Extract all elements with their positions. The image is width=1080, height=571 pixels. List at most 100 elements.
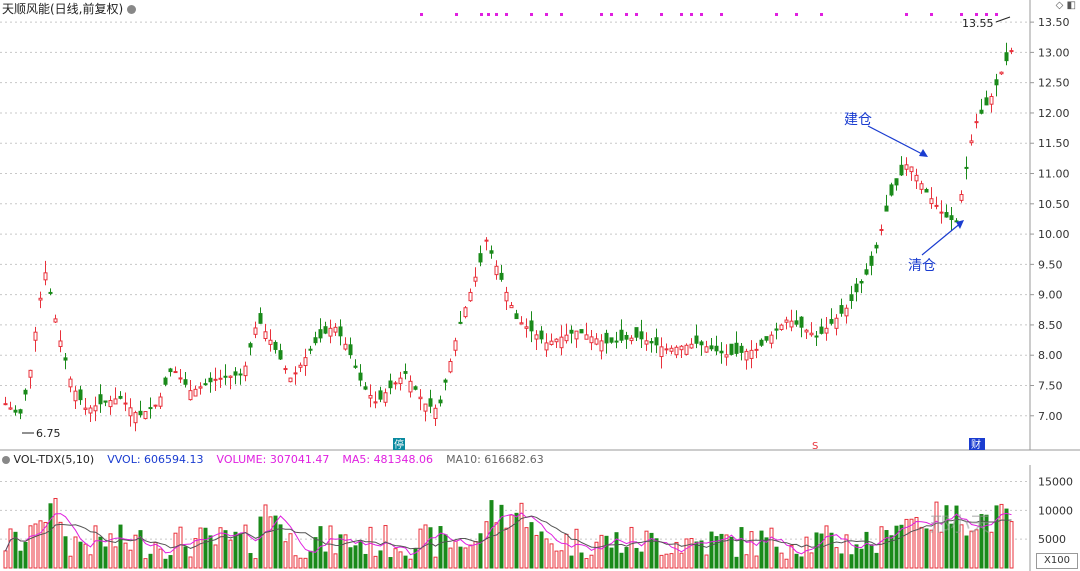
volume-bar	[203, 527, 208, 569]
volume-bar	[33, 523, 38, 569]
volume-bar	[794, 553, 799, 569]
price-tick-label: 11.50	[1038, 137, 1070, 150]
candle-body	[954, 220, 959, 223]
candle-body	[73, 390, 78, 402]
volume-bar	[193, 538, 198, 569]
price-tick-label: 7.00	[1038, 410, 1063, 423]
candle-body	[789, 320, 794, 328]
volume-bar	[303, 557, 308, 569]
volume-bar	[614, 532, 619, 569]
candle-body	[148, 407, 153, 410]
volume-bar	[909, 518, 914, 569]
volume-bar	[944, 505, 949, 569]
volume-bar	[899, 524, 904, 569]
candle-body	[318, 329, 323, 339]
volume-bar	[363, 553, 368, 569]
signal-marker	[635, 13, 638, 16]
candle-body	[784, 319, 789, 323]
ma5-value: 481348.06	[373, 453, 434, 466]
candle-body	[468, 291, 473, 302]
price-tick-label: 10.50	[1038, 198, 1070, 211]
candle-body	[704, 346, 709, 353]
sell-annotation-arrow	[921, 221, 963, 256]
candle-body	[103, 400, 108, 403]
volume-bar	[343, 534, 348, 569]
high-price-label: 13.55	[962, 17, 994, 30]
candle-body	[679, 345, 684, 351]
volume-bar	[974, 529, 979, 569]
candle-body	[1009, 50, 1014, 53]
candle-body	[248, 343, 253, 348]
signal-marker	[560, 13, 563, 16]
volume-bar	[719, 533, 724, 569]
candle-body	[333, 326, 338, 333]
candle-body	[198, 386, 203, 389]
volume-bar	[589, 554, 594, 569]
candle-body	[113, 398, 118, 405]
candle-body	[263, 331, 268, 339]
candle-body	[934, 204, 939, 207]
volume-bar	[413, 548, 418, 569]
volume-bar	[3, 550, 8, 569]
candle-body	[914, 174, 919, 182]
vol-collapse-dot-icon[interactable]	[2, 456, 10, 464]
candle-body	[98, 394, 103, 405]
candle-body	[203, 383, 208, 386]
candle-body	[499, 272, 504, 280]
volume-bar	[278, 524, 283, 569]
candle-body	[484, 239, 489, 242]
candle-body	[358, 372, 363, 381]
signal-marker	[625, 13, 628, 16]
signal-marker	[985, 13, 988, 16]
candle-body	[458, 321, 463, 324]
volume-bar	[173, 532, 178, 569]
candle-body	[243, 365, 248, 377]
signal-marker	[905, 13, 908, 16]
candle-body	[323, 326, 328, 334]
volume-bar	[468, 544, 473, 569]
volume-bar	[13, 531, 18, 569]
candle-body	[799, 316, 804, 328]
candle-body	[769, 334, 774, 344]
diamond-icon[interactable]: ◇	[1055, 0, 1064, 11]
candle-body	[969, 140, 974, 144]
candle-body	[929, 198, 934, 205]
volume-bar	[584, 558, 589, 569]
volume-bar	[233, 531, 238, 569]
volume-bar	[453, 540, 458, 569]
volume-bar	[574, 528, 579, 569]
candle-body	[158, 396, 163, 407]
volume-value: 307041.47	[269, 453, 330, 466]
top-right-controls: ◇ ◧	[1056, 0, 1076, 11]
candle-body	[619, 329, 624, 341]
candle-body	[814, 335, 819, 338]
volume-scale-label[interactable]: X100	[1036, 553, 1078, 569]
volume-bar	[358, 540, 363, 569]
volume-bar	[23, 541, 28, 569]
buy-arrow-head	[919, 149, 928, 157]
candle-body	[163, 377, 168, 385]
candle-body	[744, 350, 749, 361]
volume-bar	[473, 540, 478, 569]
candle-body	[824, 327, 829, 334]
candle-body	[819, 326, 824, 334]
candle-body	[539, 330, 544, 340]
vol-indicator-name[interactable]: VOL-TDX(5,10)	[13, 453, 95, 466]
volume-bar	[604, 535, 609, 569]
candle-body	[529, 320, 534, 332]
candlestick-series	[3, 42, 1014, 432]
candle-body	[63, 357, 68, 361]
candle-body	[899, 164, 904, 176]
candle-body	[23, 389, 28, 395]
volume-bar	[684, 538, 689, 569]
candle-body	[589, 336, 594, 344]
candle-body	[754, 348, 759, 351]
candle-body	[383, 392, 388, 403]
candle-body	[433, 407, 438, 419]
candle-body	[8, 407, 13, 410]
candle-body	[138, 410, 143, 416]
options-dot-icon[interactable]	[127, 5, 137, 14]
candle-body	[669, 347, 674, 352]
panel-toggle-icon[interactable]: ◧	[1066, 0, 1076, 11]
